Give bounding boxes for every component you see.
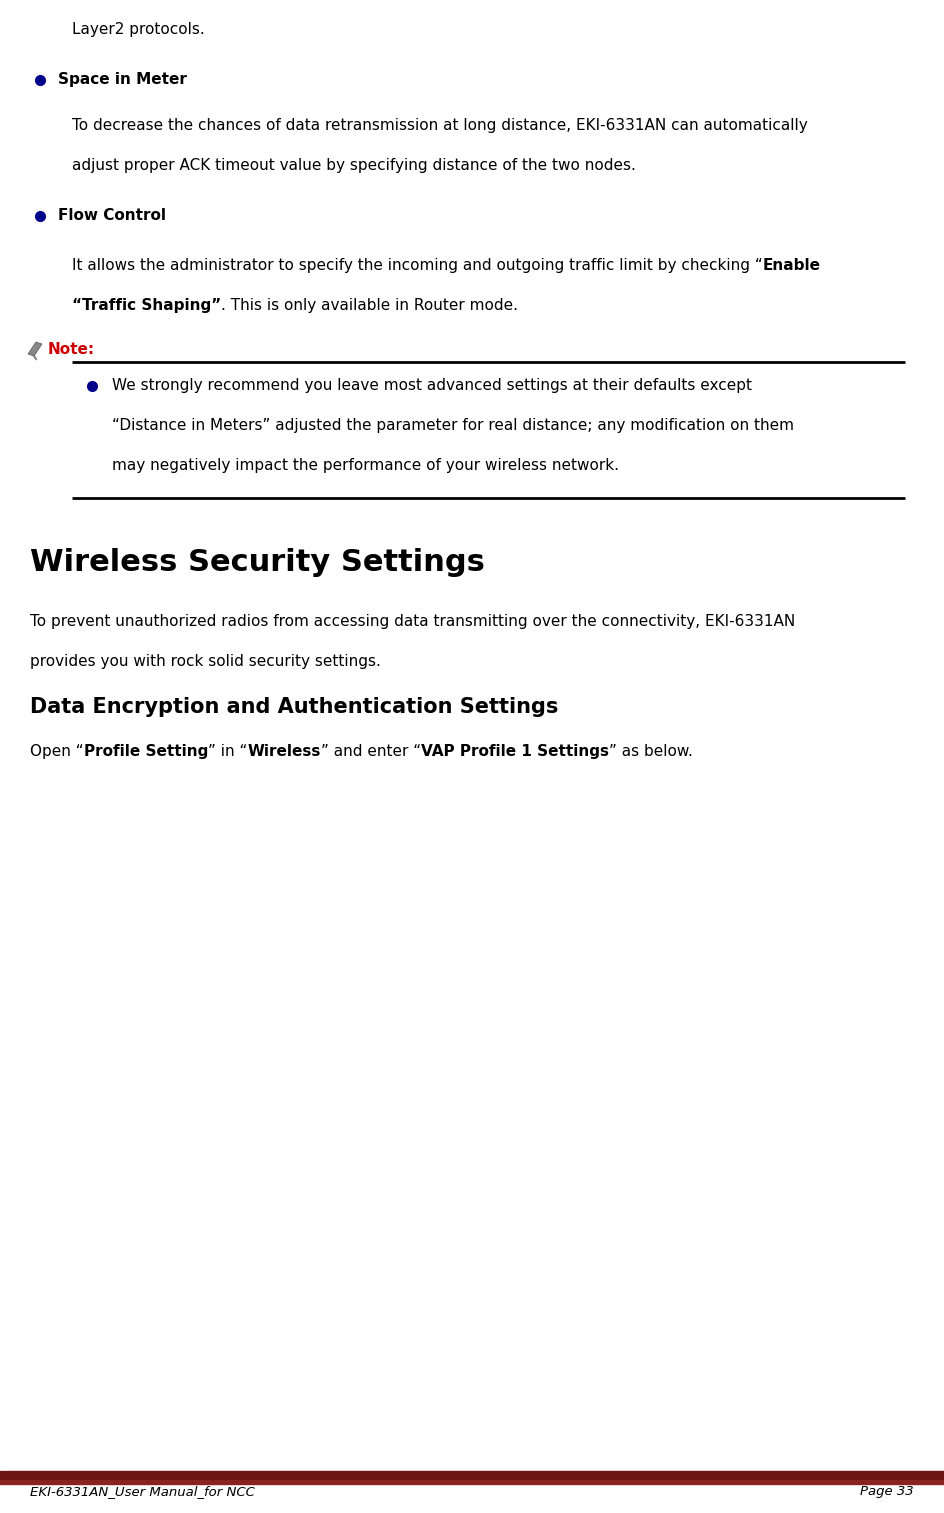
Text: Wireless Security Settings: Wireless Security Settings <box>30 548 485 576</box>
Text: EKI-6331AN_User Manual_for NCC: EKI-6331AN_User Manual_for NCC <box>30 1484 255 1498</box>
Text: To prevent unauthorized radios from accessing data transmitting over the connect: To prevent unauthorized radios from acce… <box>30 614 795 629</box>
Text: Open “: Open “ <box>30 744 84 760</box>
Text: Page 33: Page 33 <box>860 1484 914 1498</box>
Text: Space in Meter: Space in Meter <box>58 73 187 88</box>
Text: Enable: Enable <box>763 259 820 272</box>
Text: “Traffic Shaping”: “Traffic Shaping” <box>72 298 221 313</box>
Text: VAP Profile 1 Settings: VAP Profile 1 Settings <box>421 744 609 760</box>
Bar <box>0 1480 944 1484</box>
Text: provides you with rock solid security settings.: provides you with rock solid security se… <box>30 654 380 669</box>
Text: We strongly recommend you leave most advanced settings at their defaults except: We strongly recommend you leave most adv… <box>112 378 752 393</box>
Text: To decrease the chances of data retransmission at long distance, EKI-6331AN can : To decrease the chances of data retransm… <box>72 118 808 133</box>
Text: . This is only available in Router mode.: . This is only available in Router mode. <box>221 298 518 313</box>
Text: adjust proper ACK timeout value by specifying distance of the two nodes.: adjust proper ACK timeout value by speci… <box>72 157 636 172</box>
Text: “Distance in Meters” adjusted the parameter for real distance; any modification : “Distance in Meters” adjusted the parame… <box>112 418 794 433</box>
Text: may negatively impact the performance of your wireless network.: may negatively impact the performance of… <box>112 458 619 474</box>
Text: Layer2 protocols.: Layer2 protocols. <box>72 23 205 36</box>
Bar <box>0 1471 944 1480</box>
Text: Note:: Note: <box>48 342 95 357</box>
Text: Flow Control: Flow Control <box>58 207 166 222</box>
Text: ” and enter “: ” and enter “ <box>321 744 421 760</box>
Text: ” in “: ” in “ <box>208 744 247 760</box>
Text: Wireless: Wireless <box>247 744 321 760</box>
Text: Profile Setting: Profile Setting <box>84 744 208 760</box>
Text: ” as below.: ” as below. <box>609 744 693 760</box>
Polygon shape <box>28 342 42 356</box>
Text: It allows the administrator to specify the incoming and outgoing traffic limit b: It allows the administrator to specify t… <box>72 259 763 272</box>
Text: Data Encryption and Authentication Settings: Data Encryption and Authentication Setti… <box>30 697 558 717</box>
